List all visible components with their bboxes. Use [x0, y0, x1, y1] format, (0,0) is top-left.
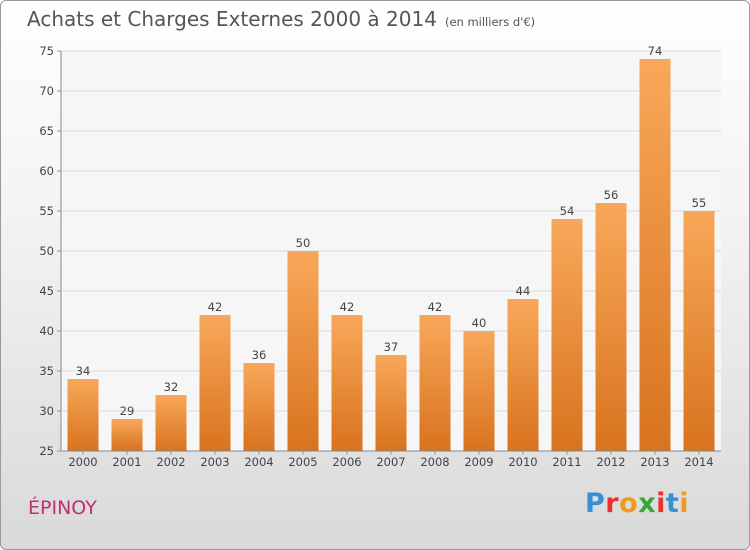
bar-value-label: 42	[340, 300, 355, 314]
bar	[419, 315, 451, 451]
bar	[639, 59, 671, 451]
bar-value-label: 44	[516, 284, 531, 298]
y-tick-label: 50	[39, 244, 54, 258]
bar	[507, 299, 539, 451]
bar	[375, 355, 407, 451]
bar	[155, 395, 187, 451]
y-tick-label: 75	[39, 44, 54, 58]
bar-value-label: 55	[692, 196, 707, 210]
y-tick-label: 65	[39, 124, 54, 138]
chart-title: Achats et Charges Externes 2000 à 2014	[27, 7, 437, 31]
logo-letter: t	[665, 488, 680, 519]
y-tick-label: 30	[39, 404, 54, 418]
bar	[199, 315, 231, 451]
x-tick-label: 2004	[244, 455, 273, 469]
bar	[331, 315, 363, 451]
logo-letter: r	[605, 488, 620, 519]
x-tick-label: 2001	[112, 455, 141, 469]
bar-value-label: 42	[428, 300, 443, 314]
bar-value-label: 56	[604, 188, 619, 202]
x-tick-label: 2012	[596, 455, 625, 469]
bar	[111, 419, 143, 451]
bar-value-label: 34	[76, 364, 91, 378]
bar	[551, 219, 583, 451]
logo-letter: i	[679, 488, 690, 519]
bar-value-label: 40	[472, 316, 487, 330]
bar-value-label: 50	[296, 236, 311, 250]
bar	[287, 251, 319, 451]
proxiti-logo: Proxiti	[585, 488, 689, 519]
logo-letter: x	[638, 488, 657, 519]
bar-value-label: 32	[164, 380, 179, 394]
bar	[243, 363, 275, 451]
bar-value-label: 37	[384, 340, 399, 354]
x-tick-label: 2005	[288, 455, 317, 469]
bar-value-label: 29	[120, 404, 135, 418]
bar	[67, 379, 99, 451]
y-tick-label: 25	[39, 444, 54, 458]
city-name: ÉPINOY	[28, 497, 97, 519]
y-tick-label: 60	[39, 164, 54, 178]
bar	[683, 211, 715, 451]
bar-value-label: 42	[208, 300, 223, 314]
chart-unit: (en milliers d'€)	[444, 15, 536, 29]
bar-value-label: 74	[648, 44, 663, 58]
bar-value-label: 36	[252, 348, 267, 362]
x-tick-label: 2013	[640, 455, 669, 469]
x-tick-label: 2007	[376, 455, 405, 469]
chart-title-block: Achats et Charges Externes 2000 à 2014 (e…	[27, 7, 535, 31]
y-tick-label: 35	[39, 364, 54, 378]
x-tick-label: 2008	[420, 455, 449, 469]
bar	[595, 203, 627, 451]
x-tick-label: 2011	[552, 455, 581, 469]
bar	[463, 331, 495, 451]
x-tick-label: 2009	[464, 455, 493, 469]
logo-letter: P	[585, 488, 606, 519]
bar-value-label: 54	[560, 204, 575, 218]
x-tick-label: 2010	[508, 455, 537, 469]
y-tick-label: 55	[39, 204, 54, 218]
y-tick-label: 45	[39, 284, 54, 298]
logo-letter: i	[656, 488, 666, 519]
logo-letter: o	[619, 488, 639, 519]
x-tick-label: 2006	[332, 455, 361, 469]
x-tick-label: 2014	[684, 455, 713, 469]
y-tick-label: 70	[39, 84, 54, 98]
x-tick-label: 2002	[156, 455, 185, 469]
x-tick-label: 2000	[68, 455, 97, 469]
y-tick-label: 40	[39, 324, 54, 338]
x-tick-label: 2003	[200, 455, 229, 469]
